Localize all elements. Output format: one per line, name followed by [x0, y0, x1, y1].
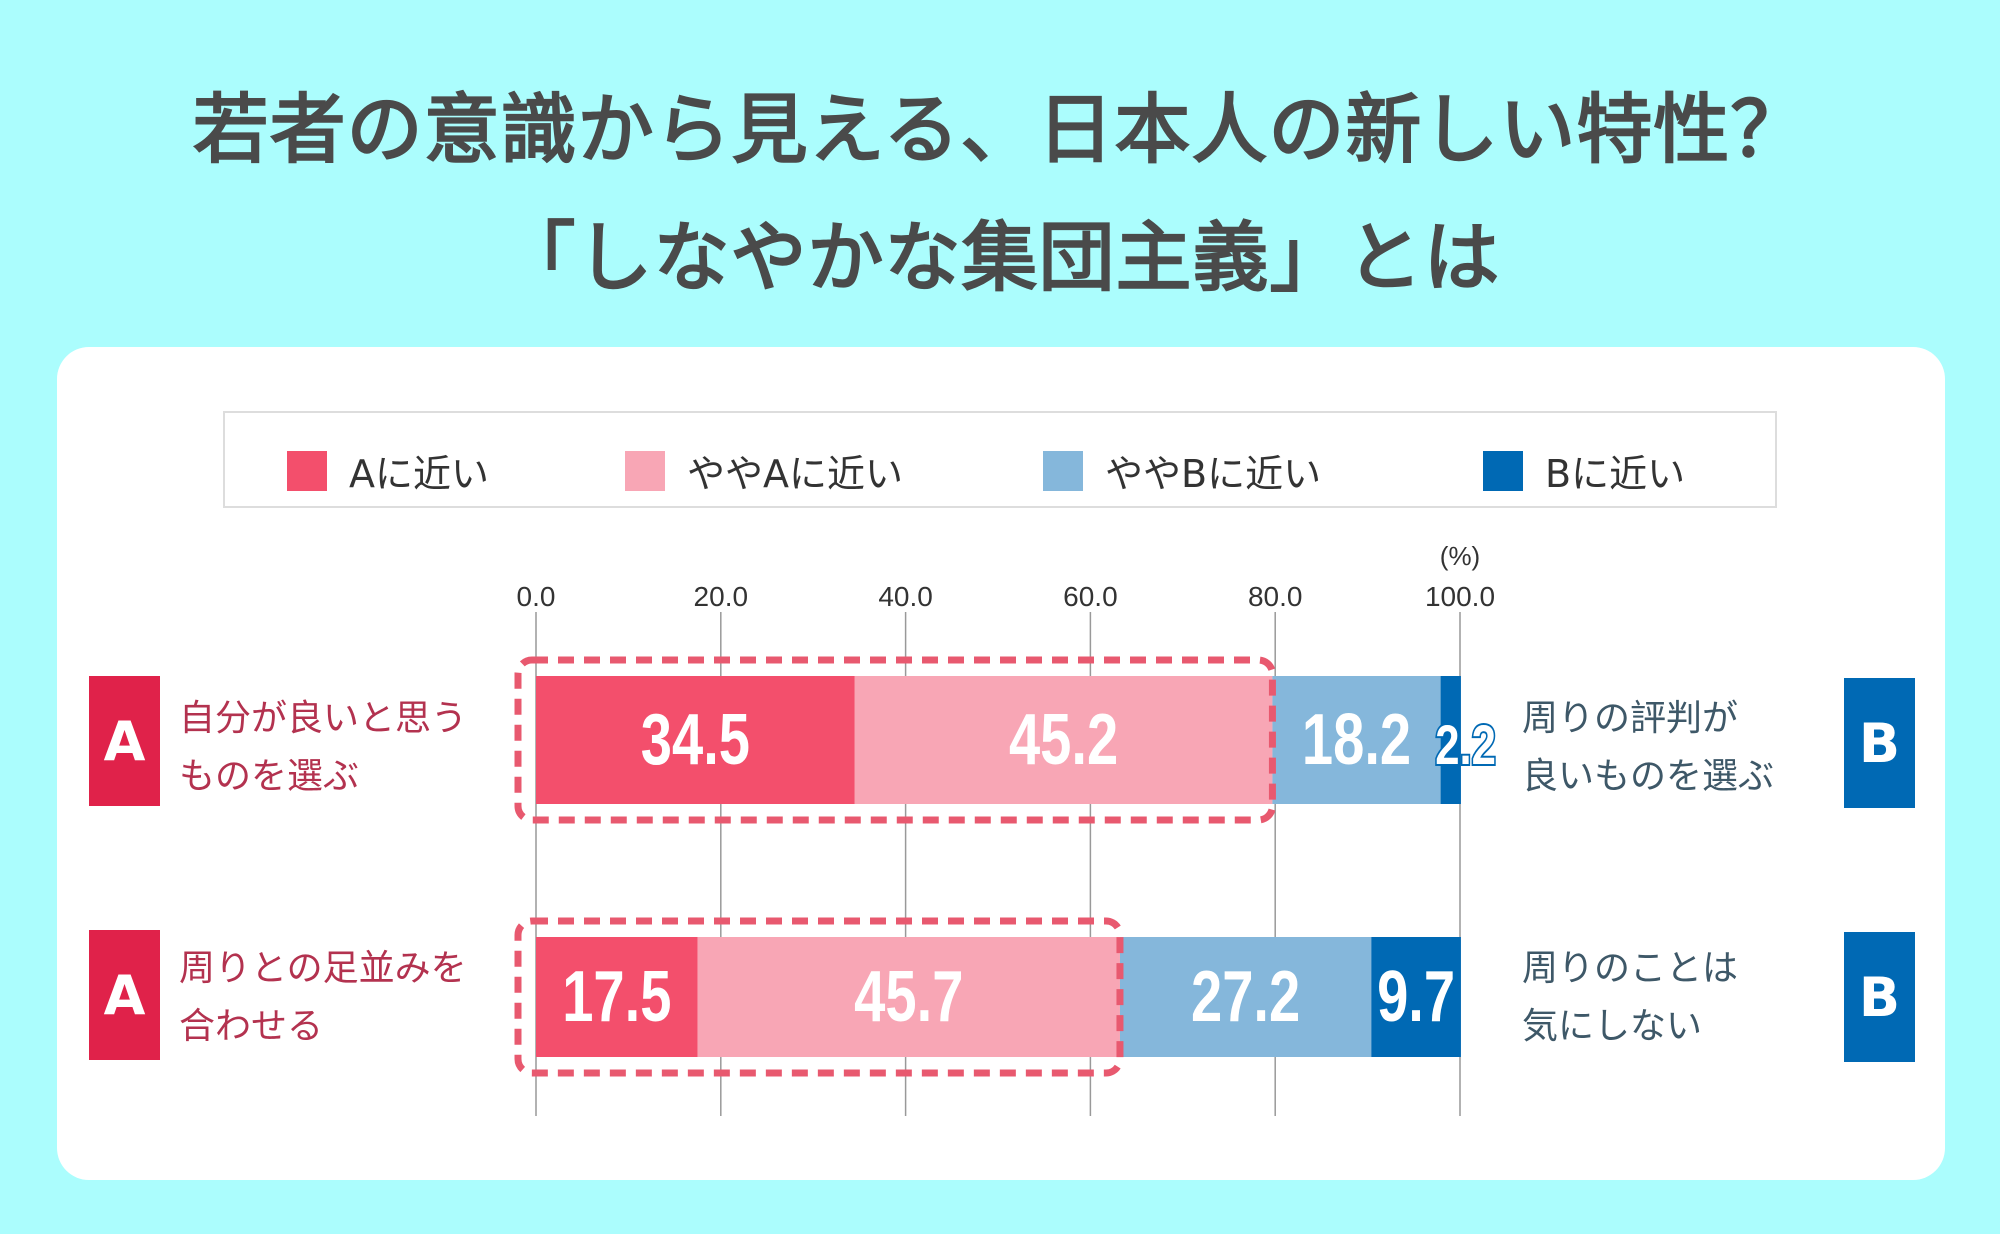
row-1-b-label: 周りの評判が 良いものを選ぶ [1522, 690, 1774, 806]
bar-b [1440, 676, 1461, 804]
legend-swatch [287, 450, 327, 491]
title-line-1: 若者の意識から見える、日本人の新しい特性？ [192, 85, 1808, 174]
legend: Aに近い ややAに近い ややBに近い Bに近い [223, 411, 1777, 508]
bar-somewhat-a [697, 937, 1120, 1057]
bar-a [536, 676, 855, 804]
legend-swatch [625, 450, 665, 491]
legend-swatch [1043, 450, 1083, 491]
row-1-a-label: 自分が良いと思う ものを選ぶ [179, 690, 467, 806]
label-line: 周りのことは [1522, 948, 1739, 989]
bar-somewhat-b [1119, 937, 1372, 1057]
bar-a [536, 937, 698, 1057]
data-label: 18.2 [1302, 699, 1411, 779]
tick-label: 80.0 [1248, 581, 1303, 612]
legend-label: Bに近い [1545, 452, 1686, 496]
badge-b: B [1844, 932, 1915, 1062]
label-line: ものを選ぶ [179, 756, 360, 797]
row-2-b-label: 周りのことは 気にしない [1522, 940, 1738, 1056]
badge-a: A [89, 676, 160, 806]
tick-label: 40.0 [878, 581, 933, 612]
legend-item-b: Bに近い [1483, 443, 1685, 498]
legend-swatch [1483, 450, 1523, 491]
badge-b: B [1844, 678, 1915, 808]
bar-b [1371, 937, 1461, 1057]
legend-label: ややBに近い [1105, 452, 1322, 496]
highlight-dashed-box [514, 917, 1124, 1077]
tick-label: 20.0 [694, 581, 749, 612]
title-line-2: 「しなやかな集団主義」とは [499, 213, 1501, 302]
legend-item-somewhat-b: ややBに近い [1043, 443, 1321, 498]
label-line: 周りとの足並みを [179, 948, 467, 989]
legend-item-a: Aに近い [287, 443, 489, 498]
label-line: 自分が良いと思う [179, 698, 468, 739]
legend-label: ややAに近い [687, 452, 903, 496]
data-label: 45.7 [854, 956, 963, 1036]
bar-somewhat-a [854, 676, 1273, 804]
tick-label: 100.0 [1425, 581, 1495, 612]
data-label: 2.2 [1435, 714, 1496, 776]
data-label: 27.2 [1191, 956, 1300, 1036]
label-line: 合わせる [179, 1006, 324, 1047]
unit-label: (%) [1440, 541, 1480, 571]
tick-label: 60.0 [1063, 581, 1118, 612]
highlight-dashed-box [514, 656, 1276, 824]
row-2-a-label: 周りとの足並みを 合わせる [179, 940, 467, 1056]
data-label: 17.5 [562, 956, 671, 1036]
data-label: 34.5 [641, 699, 750, 779]
label-line: 周りの評判が [1522, 698, 1739, 739]
badge-a: A [89, 930, 160, 1060]
label-line: 良いものを選ぶ [1522, 756, 1775, 797]
data-label: 9.7 [1377, 956, 1455, 1036]
legend-item-somewhat-a: ややAに近い [625, 443, 903, 498]
legend-label: Aに近い [349, 452, 489, 496]
bar-somewhat-b [1272, 676, 1441, 804]
tick-label: 0.0 [517, 581, 556, 612]
label-line: 気にしない [1522, 1006, 1703, 1047]
data-label: 45.2 [1009, 699, 1118, 779]
